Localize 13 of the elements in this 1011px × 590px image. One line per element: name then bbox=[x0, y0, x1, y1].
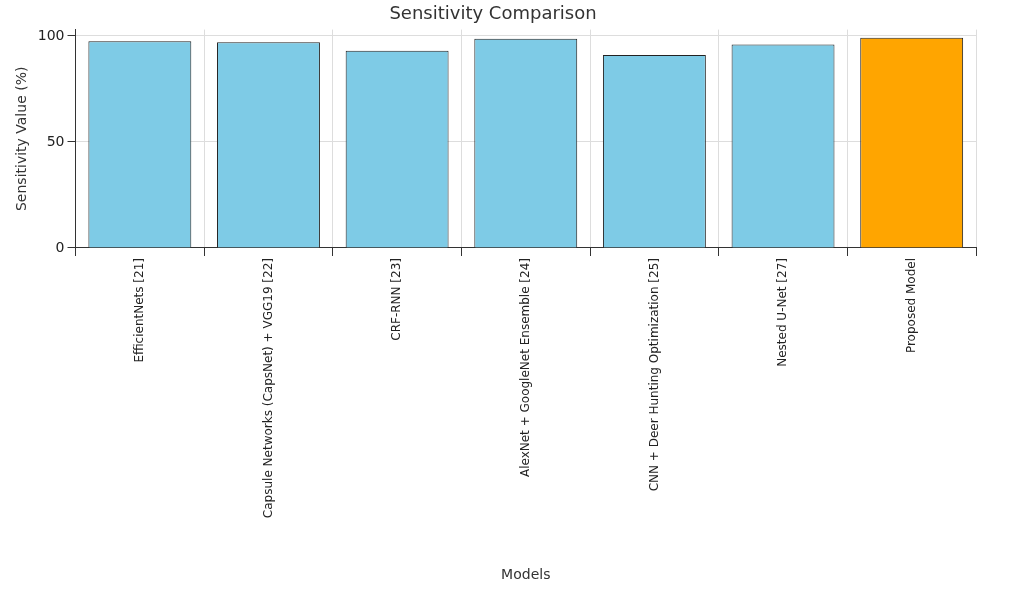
x-tick-label: CNN + Deer Hunting Optimization [25] bbox=[646, 258, 661, 492]
x-tick-label: AlexNet + GoogleNet Ensemble [24] bbox=[517, 258, 532, 478]
y-axis-title: Sensitivity Value (%) bbox=[13, 66, 30, 212]
y-tick-label: 100 bbox=[37, 26, 65, 43]
x-axis-title: Models bbox=[501, 566, 551, 583]
y-tick-label: 0 bbox=[55, 238, 65, 255]
x-tick-label: Proposed Model bbox=[903, 258, 918, 354]
x-tick-label: CRF-RNN [23] bbox=[389, 258, 404, 341]
x-tick-label: EfficientNets [21] bbox=[131, 258, 146, 363]
y-tick-label: 50 bbox=[46, 132, 65, 149]
x-tick-label: Capsule Networks (CapsNet) + VGG19 [22] bbox=[260, 258, 275, 519]
x-tick-label: Nested U-Net [27] bbox=[775, 258, 790, 367]
chart-title: Sensitivity Comparison bbox=[389, 2, 597, 24]
